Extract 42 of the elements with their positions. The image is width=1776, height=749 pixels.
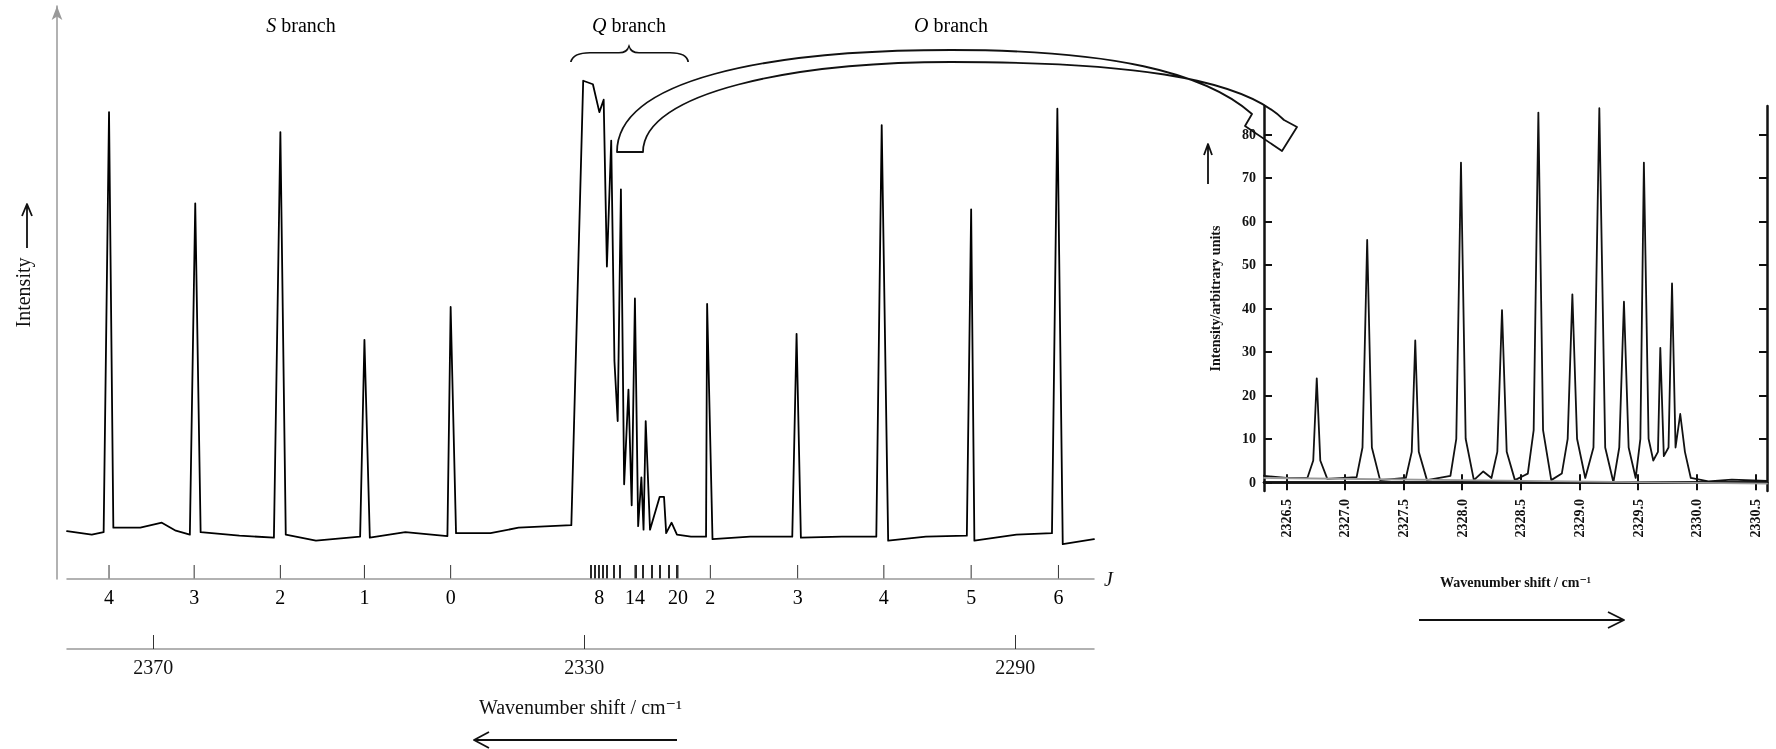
annotation: 1 xyxy=(359,586,370,608)
x2-axis-title: J xyxy=(1104,568,1114,590)
annotation: 2 xyxy=(705,586,716,608)
x-tick-label: 2327.5 xyxy=(1396,499,1412,538)
x-tick-label: 2330 xyxy=(564,656,605,678)
annotation: 5 xyxy=(966,586,977,608)
annotation: 4 xyxy=(104,586,115,608)
text: O branch xyxy=(914,14,988,36)
text: Q branch xyxy=(592,14,666,36)
y-tick-label: 60 xyxy=(1242,213,1256,229)
annotation: 2 xyxy=(275,586,286,608)
annotation: 0 xyxy=(445,586,456,608)
y-tick-label: 30 xyxy=(1242,344,1256,360)
y-tick-label: 50 xyxy=(1242,257,1256,273)
annotation: 6 xyxy=(1053,586,1064,608)
x-axis-title: Wavenumber shift / cm⁻¹ xyxy=(1440,574,1591,590)
x-tick-label: 2290 xyxy=(995,656,1036,678)
y-axis-title: Intensity xyxy=(12,257,35,328)
x-tick-label: 2327.0 xyxy=(1337,499,1353,538)
y-tick-label: 20 xyxy=(1242,387,1256,403)
y-tick-label: 0 xyxy=(1249,474,1256,490)
x-tick-label: 2328.5 xyxy=(1513,499,1529,538)
y-tick-label: 80 xyxy=(1242,126,1256,142)
annotation: 8 xyxy=(594,586,605,608)
annotation: 14 xyxy=(624,586,645,608)
x-tick-label: 2329.0 xyxy=(1571,499,1587,538)
annotation: 4 xyxy=(878,586,889,608)
x-tick-label: 2326.5 xyxy=(1278,499,1294,538)
x-tick-label: 2330.5 xyxy=(1747,499,1763,538)
text: S branch xyxy=(266,14,336,36)
y-tick-label: 40 xyxy=(1242,300,1256,316)
x-axis-title: Wavenumber shift / cm⁻¹ xyxy=(478,696,683,718)
x-tick-label: 2370 xyxy=(133,656,174,678)
y-tick-label: 10 xyxy=(1242,431,1256,447)
x-tick-label: 2330.0 xyxy=(1689,499,1705,538)
annotation: 3 xyxy=(189,586,200,608)
y-axis-title: Intensity/arbitrary units xyxy=(1207,225,1223,372)
y-tick-label: 70 xyxy=(1242,170,1256,186)
x-tick-label: 2328.0 xyxy=(1454,499,1470,538)
annotation: 3 xyxy=(792,586,803,608)
annotation: 20 xyxy=(668,586,689,608)
x-tick-label: 2329.5 xyxy=(1630,499,1646,538)
